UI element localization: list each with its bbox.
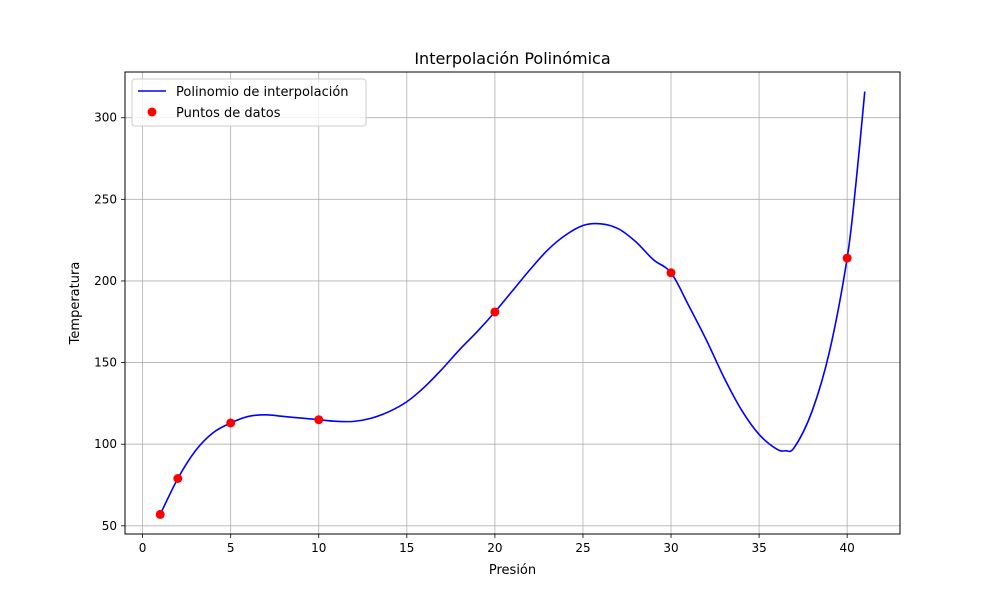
data-point — [314, 415, 324, 425]
x-tick-label: 20 — [487, 541, 502, 555]
data-point — [842, 253, 852, 263]
plot-series — [155, 91, 866, 519]
y-axis-label: Temperatura — [68, 262, 83, 346]
x-tick-label: 0 — [139, 541, 147, 555]
x-tick-label: 40 — [840, 541, 855, 555]
x-tick-label: 25 — [575, 541, 590, 555]
grid — [125, 72, 900, 534]
y-tick-label: 100 — [94, 437, 117, 451]
data-point — [155, 509, 165, 519]
x-tick-label: 30 — [663, 541, 678, 555]
chart-title: Interpolación Polinómica — [414, 49, 610, 68]
legend-label-scatter: Puntos de datos — [176, 106, 281, 121]
y-tick-label: 150 — [94, 356, 117, 370]
legend-label-line: Polinomio de interpolación — [176, 85, 349, 100]
legend-scatter-swatch — [147, 107, 157, 117]
x-tick-label: 10 — [311, 541, 326, 555]
data-point — [226, 418, 236, 428]
axis-ticks: 0 5 10 15 20 25 30 35 40 50 100 150 200 250 300 — [94, 111, 855, 555]
legend-box — [131, 78, 367, 127]
data-point — [666, 268, 676, 278]
plot-area-frame — [124, 71, 901, 535]
x-tick-label: 35 — [751, 541, 766, 555]
x-tick-label: 5 — [227, 541, 235, 555]
interpolation-line — [159, 91, 866, 515]
x-tick-label: 15 — [399, 541, 414, 555]
x-axis-label: Presión — [489, 563, 536, 578]
y-tick-label: 50 — [102, 519, 117, 533]
data-point — [490, 307, 500, 317]
y-tick-label: 300 — [94, 111, 117, 125]
y-tick-label: 200 — [94, 274, 117, 288]
legend: Polinomio de interpolación Puntos de dat… — [131, 78, 367, 127]
y-tick-label: 250 — [94, 192, 117, 206]
data-point — [173, 473, 183, 483]
